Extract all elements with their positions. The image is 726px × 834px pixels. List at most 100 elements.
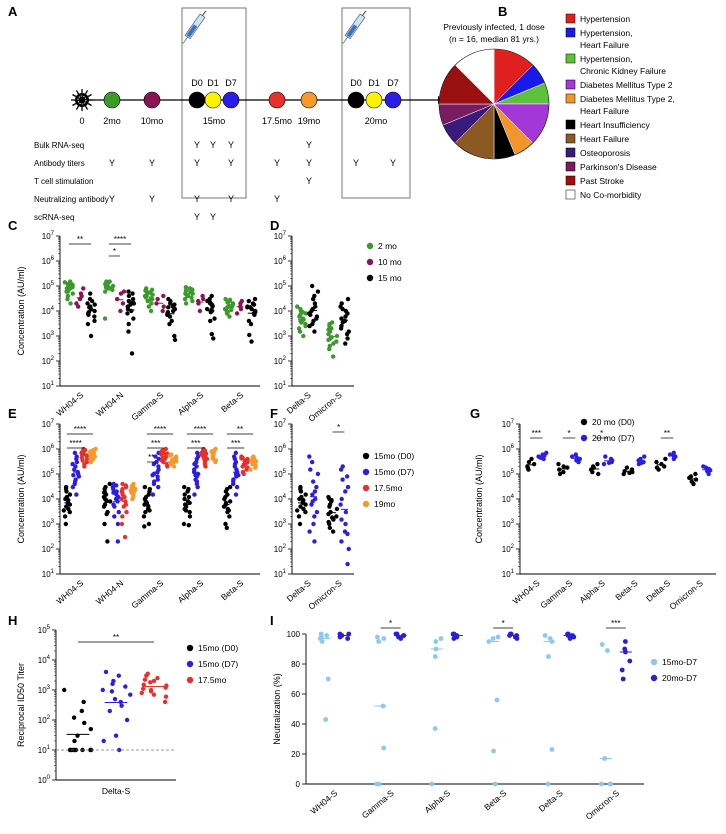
- data-point: [309, 459, 315, 465]
- data-point: [118, 699, 123, 705]
- data-point: [147, 508, 152, 513]
- y-tick-label: 101: [274, 569, 287, 579]
- tick-exp: 1: [51, 381, 55, 387]
- data-point: [307, 454, 312, 459]
- data-point: [311, 521, 316, 527]
- timepoint-dot: [188, 91, 206, 109]
- assay-mark: Y: [390, 158, 396, 168]
- legend-dot: [362, 500, 370, 508]
- data-point: [194, 456, 200, 462]
- data-point: [67, 492, 73, 497]
- data-point: [490, 636, 496, 641]
- data-point: [161, 304, 166, 309]
- tick-base: 10: [42, 232, 51, 241]
- legend-label: Heart Failure: [580, 40, 629, 50]
- panel-letter-I: I: [270, 613, 274, 628]
- data-point: [66, 497, 71, 503]
- syringe-icon: [342, 10, 367, 44]
- pie-outline: [438, 48, 550, 160]
- data-point: [75, 304, 81, 309]
- x-tick-label: Delta-S: [102, 786, 131, 796]
- data-point: [123, 483, 128, 488]
- data-point: [531, 461, 537, 467]
- tick-base: 10: [42, 357, 51, 366]
- y-tick-label: 103: [274, 331, 287, 341]
- assay-mark: Y: [149, 194, 155, 204]
- tick-exp: 5: [283, 281, 287, 287]
- tick-exp: 5: [47, 625, 51, 631]
- data-point: [310, 479, 316, 484]
- data-point: [148, 680, 153, 685]
- significance-label: ***: [151, 439, 160, 448]
- data-point: [172, 333, 177, 339]
- data-point: [72, 738, 77, 744]
- tick-base: 10: [502, 445, 511, 454]
- x-tick-label: Gamma-S: [360, 788, 396, 821]
- tick-exp: 5: [511, 469, 515, 475]
- tick-base: 10: [502, 495, 511, 504]
- tick-exp: 4: [51, 306, 55, 312]
- data-point: [374, 634, 380, 640]
- data-point: [63, 486, 69, 492]
- data-point: [125, 311, 130, 316]
- data-point: [239, 456, 244, 461]
- data-point: [343, 489, 348, 494]
- legend-dot: [186, 676, 194, 684]
- data-point: [113, 733, 119, 738]
- data-point: [225, 309, 230, 315]
- data-point: [145, 298, 150, 304]
- data-point: [122, 494, 127, 500]
- x-tick-label: WH04-S: [54, 390, 85, 419]
- data-point: [159, 448, 165, 453]
- data-point: [146, 521, 152, 527]
- y-axis-label: Reciprocal ID50 Titer: [16, 663, 26, 747]
- data-point: [174, 454, 179, 459]
- data-point: [381, 636, 387, 641]
- data-point: [140, 686, 146, 691]
- data-point: [164, 683, 169, 688]
- data-point: [70, 461, 75, 467]
- data-point: [323, 717, 329, 722]
- tick-exp: 7: [511, 419, 515, 425]
- data-point: [542, 633, 548, 638]
- tick-exp: 4: [51, 494, 55, 500]
- assay-mark: Y: [109, 158, 115, 168]
- tick-base: 10: [274, 420, 283, 429]
- legend-swatch: [565, 13, 576, 24]
- data-point: [104, 497, 109, 503]
- data-point: [143, 288, 148, 293]
- box-15mo: [181, 7, 247, 199]
- data-point: [226, 299, 231, 304]
- data-point: [687, 475, 692, 481]
- data-point: [248, 305, 253, 310]
- data-point: [201, 296, 206, 302]
- y-tick-label: 104: [274, 494, 287, 504]
- day-label: D0: [350, 78, 362, 88]
- tick-exp: 5: [51, 469, 55, 475]
- legend-dot: [366, 242, 374, 250]
- x-tick-label: WH04-S: [511, 578, 542, 607]
- data-point: [131, 316, 136, 321]
- legend-swatch: [565, 189, 576, 200]
- data-point: [339, 517, 344, 522]
- legend-label: Hypertension,: [580, 28, 632, 38]
- data-point: [338, 326, 344, 331]
- data-point: [598, 781, 604, 787]
- data-point: [327, 323, 332, 329]
- x-tick-label: WH04-S: [308, 788, 339, 817]
- data-point: [110, 283, 116, 289]
- y-tick-label: 103: [42, 331, 55, 341]
- data-point: [223, 500, 229, 506]
- assay-mark: Y: [210, 140, 216, 150]
- tick-base: 10: [274, 445, 283, 454]
- data-point: [438, 636, 444, 641]
- legend-dot: [362, 452, 370, 460]
- legend-label: 20mo-D7: [662, 673, 697, 683]
- data-point: [334, 333, 340, 339]
- y-tick-label: 102: [38, 715, 51, 725]
- data-point: [207, 296, 212, 302]
- significance-label: ***: [231, 439, 240, 448]
- data-point: [112, 514, 117, 519]
- data-point: [62, 280, 68, 285]
- y-tick-label: 102: [42, 544, 55, 554]
